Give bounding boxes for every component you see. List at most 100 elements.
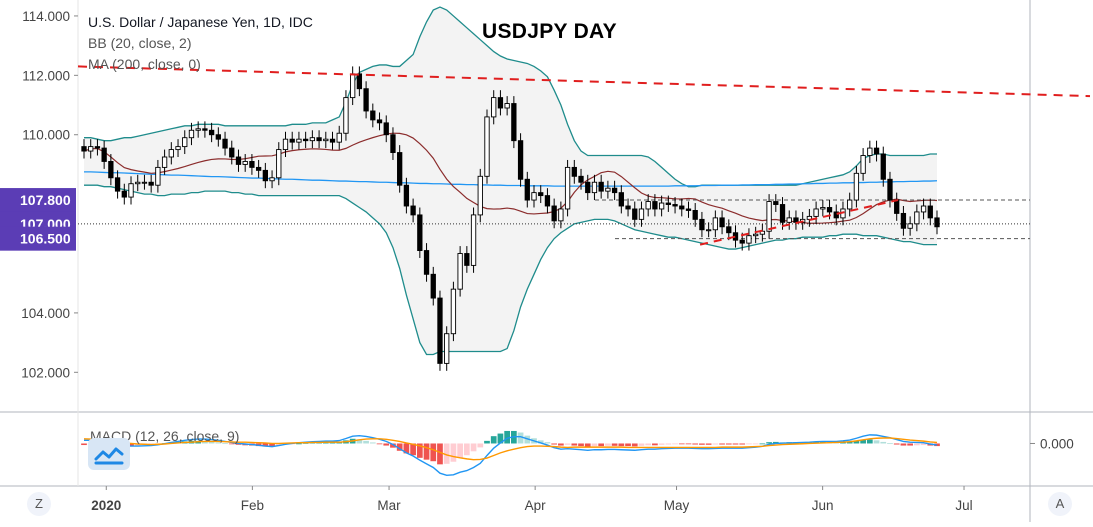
macd-histogram-bar: [322, 442, 329, 444]
bollinger-lower-band: [84, 184, 937, 356]
macd-histogram-bar: [470, 443, 477, 452]
auto-scale-button[interactable]: A: [1048, 492, 1072, 516]
macd-histogram-bar: [887, 443, 893, 445]
y-tick-label: 112.000: [22, 68, 70, 83]
macd-histogram-bar: [564, 443, 571, 445]
candle: [611, 187, 618, 194]
macd-histogram-bar: [423, 443, 430, 460]
macd-histogram-bar: [410, 443, 416, 456]
resistance-trendline: [77, 65, 1091, 98]
bollinger-band-fill: [84, 7, 937, 355]
candle: [779, 204, 786, 223]
macd-histogram-bar: [598, 443, 605, 447]
macd-histogram-bar: [725, 443, 732, 445]
candle: [470, 214, 477, 266]
candle: [920, 205, 927, 213]
x-tick-label: Jul: [955, 498, 972, 513]
candle: [417, 214, 423, 251]
candle: [679, 205, 685, 210]
candle: [316, 137, 322, 142]
candle: [517, 140, 524, 180]
macd-histogram-bar: [383, 443, 390, 446]
candle: [746, 235, 752, 244]
candle: [497, 97, 504, 109]
candle: [444, 333, 450, 364]
candle: [813, 208, 819, 217]
macd-histogram-bar: [524, 435, 531, 444]
candle: [88, 146, 94, 152]
macd-histogram-bar: [712, 443, 719, 445]
candle: [423, 250, 430, 275]
macd-histogram-bar: [625, 443, 631, 447]
candle: [182, 137, 188, 148]
macd-histogram-bar: [578, 443, 584, 447]
candle: [101, 147, 107, 162]
macd-histogram-bar: [443, 443, 450, 464]
candle: [437, 297, 443, 364]
candle: [188, 129, 195, 139]
candle: [672, 204, 678, 207]
candle: [202, 128, 208, 131]
candle: [786, 217, 792, 223]
candle: [773, 201, 779, 205]
candle: [739, 239, 745, 244]
candle: [464, 253, 470, 266]
candle: [457, 253, 463, 290]
macd-histogram-bar: [128, 443, 134, 447]
macd-histogram-bar: [752, 443, 759, 445]
x-tick-label: Jun: [812, 498, 834, 513]
macd-histogram-bar: [913, 443, 920, 446]
candle: [477, 175, 483, 216]
macd-histogram-bar: [772, 441, 779, 444]
macd-histogram-bar: [645, 443, 652, 446]
candle: [141, 181, 148, 184]
candle: [208, 129, 215, 136]
macd-histogram-bar: [215, 442, 222, 444]
macd-histogram-bar: [477, 443, 484, 448]
macd-histogram-bar: [685, 443, 692, 445]
macd-histogram-bar: [497, 433, 504, 444]
macd-histogram-bar: [665, 443, 672, 445]
candle: [564, 166, 571, 210]
candle: [571, 166, 577, 177]
bb-indicator-label[interactable]: BB (20, close, 2): [88, 35, 192, 51]
zoom-button[interactable]: Z: [27, 492, 51, 516]
candle: [249, 161, 255, 168]
candle: [645, 201, 651, 210]
macd-histogram-bar: [416, 443, 423, 458]
candle: [873, 147, 880, 155]
candle: [269, 177, 275, 182]
macd-histogram-bar: [853, 440, 860, 444]
macd-histogram-bar: [490, 436, 497, 444]
ma-indicator-label[interactable]: MA (200, close, 0): [88, 56, 201, 72]
macd-histogram-bar: [430, 443, 437, 462]
candle: [605, 187, 611, 192]
macd-histogram-bar: [275, 443, 282, 446]
macd-histogram-bar: [396, 443, 403, 451]
candle: [397, 152, 403, 186]
macd-histogram-bar: [437, 443, 443, 465]
y-tick-label: 114.000: [22, 9, 70, 24]
candle: [585, 181, 591, 194]
macd-histogram-bar: [376, 443, 383, 445]
candle: [538, 192, 544, 197]
candle: [618, 192, 624, 207]
symbol-title: U.S. Dollar / Japanese Yen, 1D, IDC: [88, 14, 313, 30]
macd-histogram-bar: [705, 443, 712, 445]
macd-histogram-bar: [544, 442, 551, 444]
candle: [383, 122, 389, 136]
price-label-box: [0, 226, 76, 251]
macd-histogram-bar: [732, 443, 739, 445]
macd-histogram-bar: [356, 439, 363, 444]
candle: [282, 138, 289, 151]
candle: [705, 229, 712, 232]
macd-histogram-bar: [652, 443, 658, 446]
macd-histogram-bar: [746, 443, 752, 445]
macd-histogram-bar: [363, 440, 369, 444]
macd-histogram-bar: [329, 442, 336, 444]
candle: [336, 132, 342, 143]
candle: [262, 169, 268, 182]
macd-histogram-bar: [463, 443, 470, 456]
candle: [363, 88, 369, 112]
